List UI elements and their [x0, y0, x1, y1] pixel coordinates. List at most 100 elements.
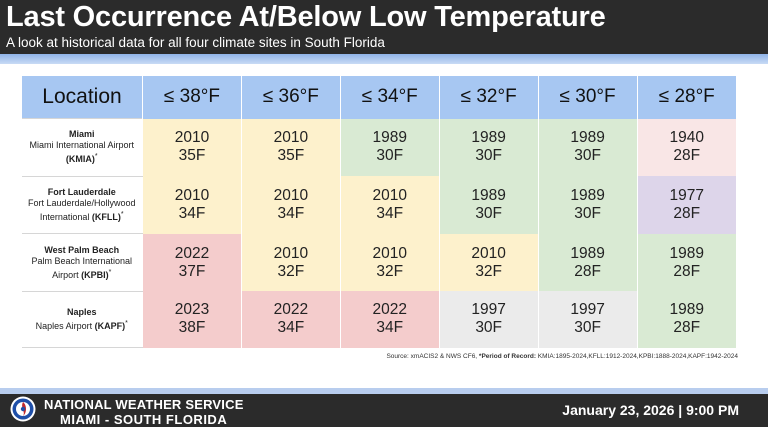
record-year: 2023	[174, 301, 210, 319]
station-code: (KAPF)	[94, 320, 126, 331]
record-cell: 1989 28F	[636, 233, 736, 292]
airport-name: Fort Lauderdale/Hollywood International	[27, 197, 136, 222]
record-year: 1989	[471, 129, 506, 147]
record-temp: 30F	[574, 204, 601, 222]
column-header: ≤ 32°F	[438, 76, 539, 119]
record-temp: 28F	[673, 147, 701, 165]
column-header: ≤ 30°F	[537, 76, 638, 119]
record-year: 2010	[174, 129, 210, 147]
record-temp: 32F	[376, 262, 404, 280]
record-temp: 37F	[178, 262, 206, 280]
table-row: West Palm Beach Palm Beach International …	[21, 233, 736, 292]
footer: NATIONAL WEATHER SERVICE MIAMI - SOUTH F…	[0, 394, 768, 427]
record-year: 1989	[570, 129, 605, 147]
org-name-line2: MIAMI - SOUTH FLORIDA	[60, 412, 228, 427]
source-note: Source: xmACIS2 & NWS CF6, *Period of Re…	[386, 353, 738, 360]
footnote-asterisk: *	[125, 319, 128, 327]
record-temp: 28F	[673, 204, 701, 222]
column-header: ≤ 36°F	[240, 76, 341, 119]
record-year: 2010	[174, 186, 210, 204]
record-year: 1989	[570, 186, 605, 204]
record-cell: 1989 30F	[537, 176, 638, 234]
record-temp: 30F	[574, 147, 601, 165]
record-cell: 1989 28F	[636, 291, 736, 348]
record-cell: 2022 37F	[142, 233, 242, 292]
record-cell: 1989 30F	[339, 118, 440, 177]
page-title: Last Occurrence At/Below Low Temperature	[6, 1, 606, 33]
record-cell: 2010 35F	[142, 118, 242, 177]
nws-logo-icon	[10, 396, 36, 422]
record-temp: 34F	[277, 204, 305, 222]
location-name: Fort Lauderdale	[47, 186, 116, 197]
table-row: Fort Lauderdale Fort Lauderdale/Hollywood…	[21, 175, 736, 235]
footnote-asterisk: *	[108, 268, 112, 276]
record-year: 1997	[471, 301, 506, 319]
record-temp: 30F	[475, 204, 503, 222]
record-cell: 2010 35F	[240, 118, 341, 177]
header: Last Occurrence At/Below Low Temperature…	[0, 0, 768, 54]
record-temp: 35F	[178, 147, 206, 165]
org-name-line1: NATIONAL WEATHER SERVICE	[44, 397, 244, 412]
record-cell: 1997 30F	[537, 291, 638, 348]
record-temp: 38F	[178, 319, 206, 337]
record-temp: 32F	[475, 262, 503, 280]
period-of-record-label: *Period of Record:	[478, 353, 536, 360]
station-code: (KMIA)	[65, 154, 95, 165]
location-cell: Miami Miami International Airport (KMIA)*	[21, 118, 143, 177]
source-text: Source: xmACIS2 & NWS CF6,	[386, 353, 479, 360]
content-panel: Location ≤ 38°F ≤ 36°F ≤ 34°F ≤ 32°F ≤ 3…	[0, 64, 768, 388]
table-header-row: Location ≤ 38°F ≤ 36°F ≤ 34°F ≤ 32°F ≤ 3…	[21, 76, 736, 119]
record-temp: 30F	[574, 319, 601, 337]
record-year: 1940	[669, 129, 704, 147]
record-year: 2010	[273, 244, 309, 262]
issue-datetime: January 23, 2026 | 9:00 PM	[562, 402, 739, 418]
record-year: 2022	[273, 301, 309, 319]
record-year: 2022	[174, 244, 210, 262]
record-temp: 30F	[475, 319, 503, 337]
record-year: 1997	[570, 301, 605, 319]
record-cell: 1989 30F	[537, 118, 638, 177]
temperature-table: Location ≤ 38°F ≤ 36°F ≤ 34°F ≤ 32°F ≤ 3…	[21, 76, 736, 349]
record-temp: 28F	[673, 319, 701, 337]
record-year: 2010	[273, 186, 309, 204]
record-temp: 34F	[376, 204, 404, 222]
record-year: 2022	[372, 301, 407, 319]
location-name: Miami	[68, 129, 95, 140]
page-subtitle: A look at historical data for all four c…	[6, 35, 385, 50]
record-cell: 2010 32F	[438, 233, 539, 292]
record-year: 1989	[669, 301, 704, 319]
record-year: 1989	[471, 186, 506, 204]
record-cell: 2010 34F	[339, 176, 440, 234]
table-row: Miami Miami International Airport (KMIA)*…	[21, 118, 736, 177]
footnote-asterisk: *	[94, 153, 98, 161]
record-cell: 1940 28F	[636, 118, 736, 177]
period-of-record-text: KMIA:1895-2024,KFLL:1912-2024,KPBI:1888-…	[535, 353, 738, 360]
record-cell: 1989 28F	[537, 233, 638, 292]
record-year: 1977	[669, 186, 704, 204]
record-cell: 1977 28F	[636, 176, 736, 234]
column-header: ≤ 38°F	[142, 76, 242, 119]
record-temp: 30F	[475, 147, 503, 165]
record-year: 1989	[570, 244, 605, 262]
table-row: Naples Naples Airport (KAPF)* 2023 38F 2022 3…	[21, 290, 736, 349]
record-year: 2010	[471, 244, 506, 262]
location-header: Location	[21, 76, 143, 119]
record-year: 1989	[372, 129, 407, 147]
airport-name: Miami International Airport	[29, 140, 135, 151]
record-year: 1989	[669, 244, 704, 262]
record-year: 2010	[273, 129, 309, 147]
location-cell: Naples Naples Airport (KAPF)*	[21, 290, 143, 349]
record-year: 2010	[372, 244, 407, 262]
location-cell: Fort Lauderdale Fort Lauderdale/Hollywood…	[21, 175, 143, 235]
location-cell: West Palm Beach Palm Beach International …	[21, 233, 143, 292]
record-temp: 35F	[277, 147, 305, 165]
record-temp: 28F	[673, 262, 701, 280]
record-temp: 30F	[376, 147, 404, 165]
record-temp: 32F	[277, 262, 305, 280]
airport-name: Naples Airport	[35, 320, 93, 331]
record-cell: 2010 32F	[240, 233, 341, 292]
record-cell: 2010 32F	[339, 233, 440, 292]
record-cell: 1989 30F	[438, 176, 539, 234]
station-code: (KPBI)	[81, 269, 109, 280]
location-name: Naples	[66, 306, 97, 317]
